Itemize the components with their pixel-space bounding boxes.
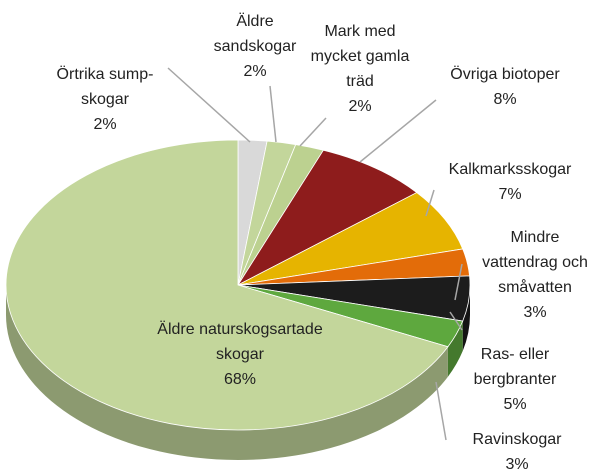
pie-side [462,285,470,352]
leader-line [299,117,327,147]
leader-line [425,189,435,217]
pie-slice [236,149,418,287]
category-label: sandskogar [214,38,297,55]
category-label: Örtrika sump- [57,65,154,83]
labels: Örtrika sump-skogar 2% Äldre sandskogar 2% Ma… [57,12,588,470]
category-label: Ravinskogar [473,431,563,448]
value-label: 3% [523,304,546,321]
value-label: 3% [505,456,528,470]
leader-line [435,381,447,441]
value-label: 8% [493,91,516,108]
leader-line [454,263,463,301]
leader-line [167,67,251,143]
category-label: Mark med [324,23,395,40]
pie-slice [5,139,449,431]
category-label: mycket gamla [311,48,410,65]
pie-side [447,321,463,377]
category-label: bergbranter [474,371,557,388]
value-label: 7% [498,186,521,203]
value-label: 5% [503,396,526,413]
category-label: Mindre [511,229,560,246]
category-label: Övriga biotoper [450,65,560,83]
category-label: vattendrag och [482,254,588,271]
category-label: skogar [216,346,265,363]
category-label: träd [346,73,374,90]
leader-line [359,99,437,163]
category-label: Äldre [236,12,273,30]
value-label: 2% [348,98,371,115]
leader-line [449,311,463,331]
value-label: 2% [93,116,116,133]
value-label: 2% [243,63,266,80]
leader-line [269,85,277,143]
category-label: småvatten [498,278,572,296]
category-label: Äldre naturskogsartade [157,320,323,338]
category-label: Ras- eller [481,346,550,363]
category-label: skogar [81,91,130,108]
pie-tops [5,139,471,431]
pie-slice [237,192,464,286]
category-label: Kalkmarksskogar [449,161,572,178]
value-label: 68% [224,371,256,388]
